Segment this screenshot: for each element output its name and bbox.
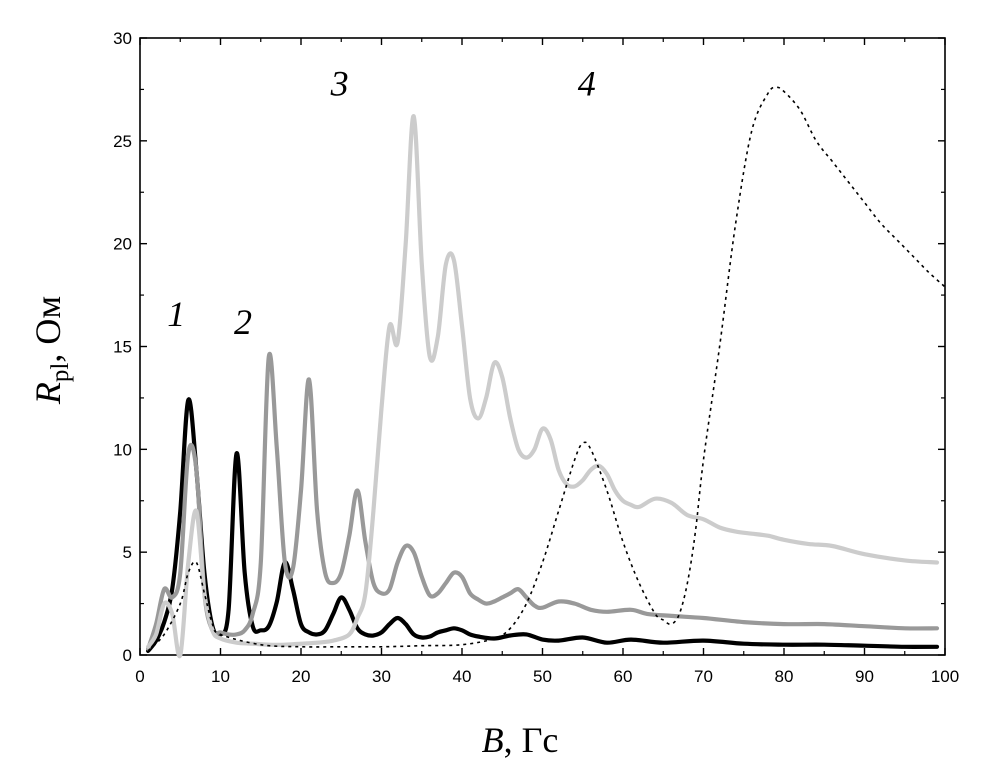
- y-tick-label: 15: [113, 338, 132, 357]
- y-tick-label: 0: [123, 646, 132, 665]
- y-tick-label: 20: [113, 235, 132, 254]
- tick-labels: 0 10 20 30 40 50 60 70 80 90 100 0 5 10 15 20 25 30: [113, 29, 959, 686]
- x-tick-label: 90: [855, 667, 874, 686]
- series-2-line: [146, 351, 940, 651]
- series-4-label: 4: [578, 64, 596, 104]
- x-tick-label: 0: [135, 667, 144, 686]
- x-tick-label: 10: [211, 667, 230, 686]
- series-2-label: 2: [234, 302, 252, 342]
- y-tick-label: 10: [113, 440, 132, 459]
- y-tick-label: 25: [113, 132, 132, 151]
- x-axis-title: B, Гс: [482, 720, 559, 760]
- y-tick-label: 5: [123, 543, 132, 562]
- x-tick-label: 40: [453, 667, 472, 686]
- axis-ticks: [139, 37, 946, 656]
- x-axis-variable: B: [482, 720, 504, 760]
- y-axis-variable: R: [28, 382, 68, 405]
- x-tick-label: 100: [931, 667, 959, 686]
- y-tick-label: 30: [113, 29, 132, 48]
- series-1-label: 1: [167, 294, 185, 334]
- y-axis-unit: , Ом: [28, 296, 68, 363]
- x-tick-label: 80: [775, 667, 794, 686]
- x-tick-label: 20: [292, 667, 311, 686]
- y-axis-subscript: pl: [47, 363, 74, 383]
- x-tick-label: 50: [533, 667, 552, 686]
- x-tick-label: 30: [372, 667, 391, 686]
- series-layer: [146, 86, 946, 659]
- curve-labels: 1 2 3 4: [167, 64, 596, 343]
- y-axis-title: Rpl, Ом: [28, 296, 74, 405]
- series-4-line: [147, 86, 946, 652]
- x-tick-label: 60: [614, 667, 633, 686]
- series-3-label: 3: [330, 64, 349, 104]
- x-tick-label: 70: [694, 667, 713, 686]
- x-axis-unit: , Гс: [504, 720, 559, 760]
